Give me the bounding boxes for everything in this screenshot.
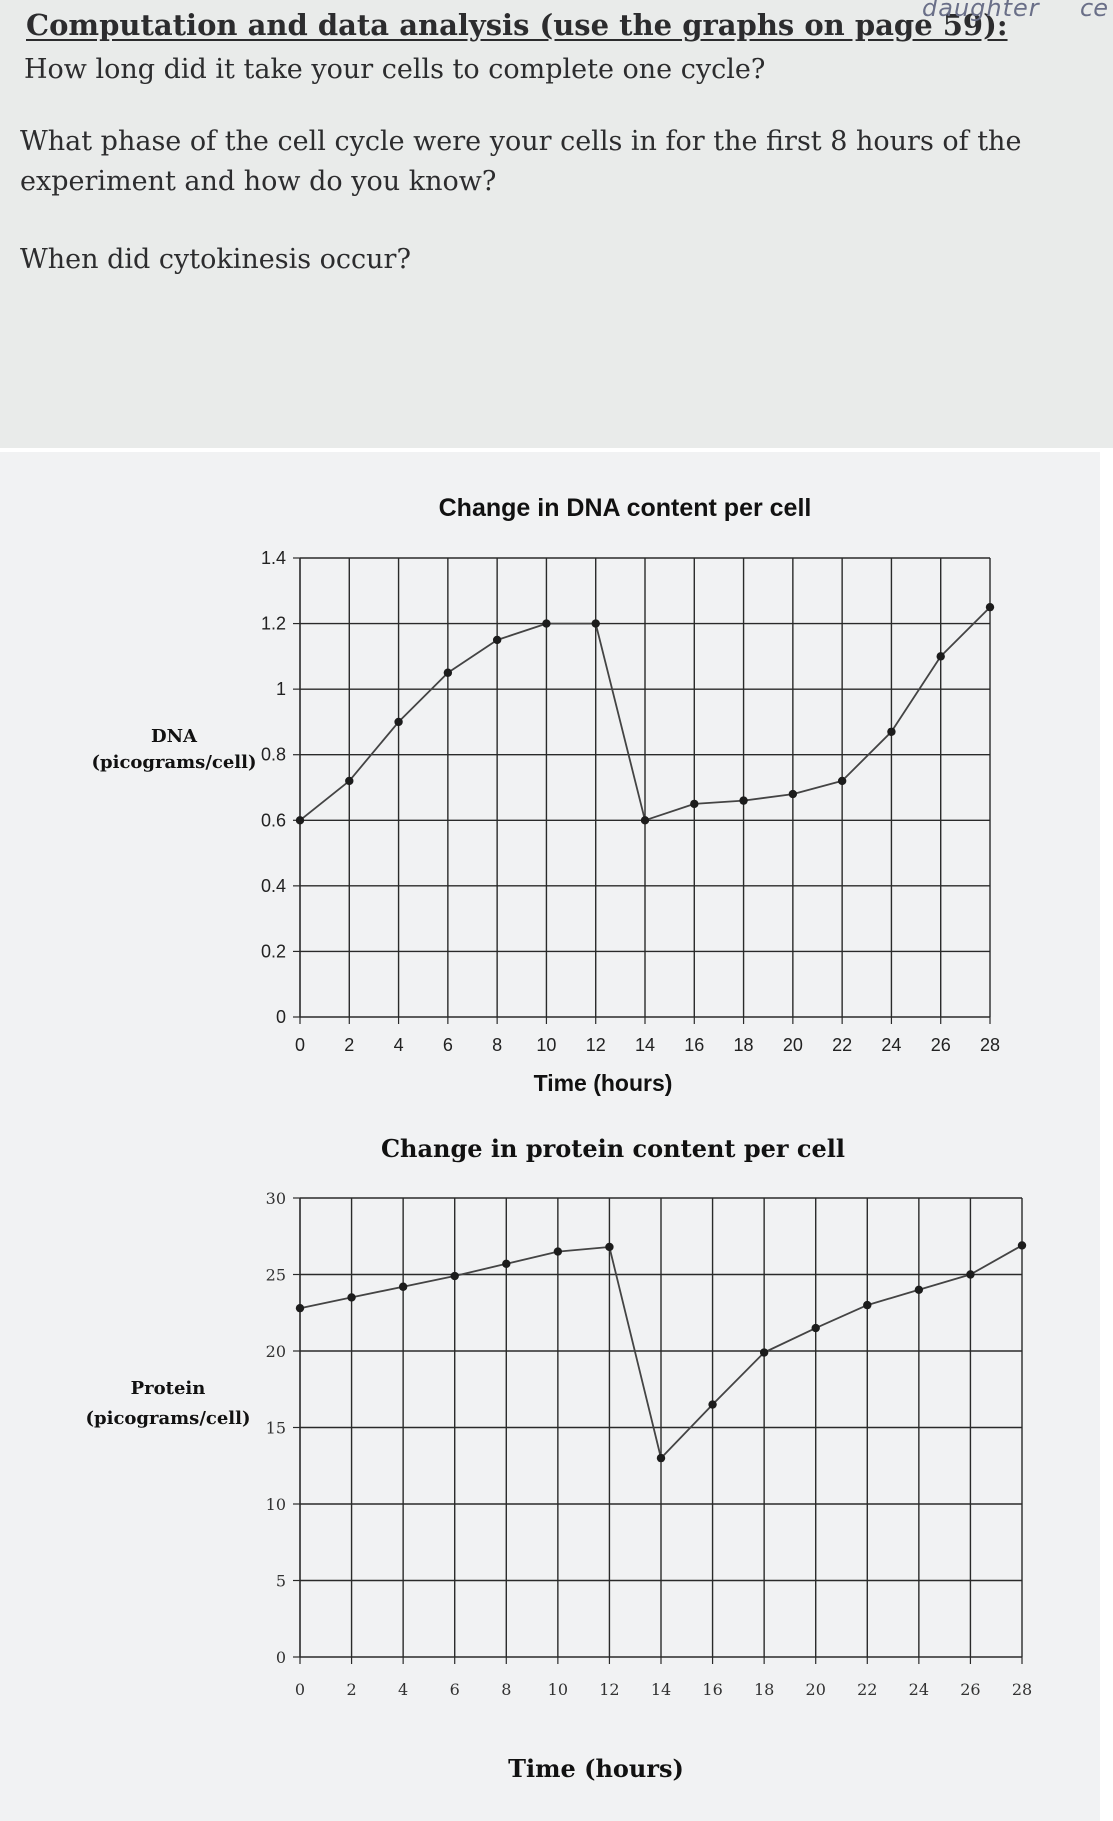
protein-data-point: [966, 1270, 975, 1279]
dna-data-point: [591, 619, 600, 628]
dna-x-tick-label: 16: [684, 1035, 704, 1055]
dna-y-tick-label: 0.2: [261, 941, 286, 961]
dna-data-point: [394, 717, 403, 727]
protein-data-point: [811, 1323, 820, 1333]
dna-x-tick-label: 22: [832, 1035, 852, 1055]
dna-x-tick-label: 18: [734, 1035, 754, 1055]
worksheet-heading: Computation and data analysis (use the g…: [26, 8, 1008, 42]
protein-x-tick-label: 0: [295, 1680, 305, 1699]
protein-data-point: [450, 1271, 459, 1281]
protein-data-point: [553, 1247, 563, 1256]
dna-data-point: [985, 602, 995, 612]
dna-data-point: [443, 668, 453, 677]
protein-x-tick-label: 18: [754, 1680, 774, 1699]
dna-y-tick-label: 0.8: [261, 745, 286, 765]
dna-y-tick-label: 1.2: [261, 614, 286, 634]
dna-x-tick-label: 14: [635, 1035, 655, 1055]
protein-data-point: [863, 1300, 872, 1310]
protein-x-tick-label: 26: [960, 1680, 980, 1699]
dna-x-tick-label: 12: [586, 1035, 606, 1055]
protein-x-tick-label: 4: [398, 1680, 408, 1699]
protein-x-tick-label: 24: [909, 1680, 929, 1699]
dna-y-tick-label: 0: [276, 1007, 286, 1027]
dna-data-point: [345, 776, 354, 786]
dna-data-point: [887, 727, 896, 736]
protein-data-point: [708, 1400, 717, 1409]
protein-x-tick-label: 6: [450, 1680, 460, 1699]
protein-y-tick-label: 15: [266, 1419, 286, 1438]
protein-chart-title: Change in protein content per cell: [381, 1134, 845, 1163]
dna-x-tick-label: 2: [344, 1035, 354, 1055]
dna-x-tick-label: 24: [881, 1035, 901, 1055]
protein-data-point: [605, 1242, 614, 1252]
dna-x-label: Time (hours): [534, 1070, 673, 1096]
protein-x-tick-label: 22: [857, 1680, 877, 1699]
protein-y-tick-label: 0: [276, 1648, 286, 1667]
protein-chart: Change in protein content per cell Prote…: [86, 1134, 1033, 1783]
protein-data-point: [295, 1303, 305, 1313]
dna-x-tick-label: 6: [443, 1035, 453, 1055]
dna-data-point: [788, 789, 798, 799]
textbook-page: [0, 452, 1100, 1821]
dna-data-point: [739, 796, 748, 805]
protein-y-tick-label: 5: [276, 1572, 286, 1591]
protein-x-tick-label: 28: [1012, 1680, 1032, 1699]
dna-data-point: [690, 799, 699, 809]
dna-y-label-line1: DNA: [151, 726, 198, 747]
dna-data-point: [295, 816, 305, 825]
worksheet-sheet: Computation and data analysis (use the g…: [0, 0, 1113, 448]
dna-x-tick-label: 10: [536, 1035, 556, 1055]
dna-data-point: [542, 619, 551, 628]
protein-x-tick-label: 12: [599, 1680, 619, 1699]
protein-x-tick-label: 20: [806, 1680, 826, 1699]
protein-data-point: [502, 1259, 511, 1268]
page-edge: [1100, 452, 1113, 1821]
dna-x-tick-label: 4: [394, 1035, 404, 1055]
question-3: When did cytokinesis occur?: [20, 244, 411, 275]
protein-x-tick-label: 8: [501, 1680, 511, 1699]
protein-data-point: [1017, 1241, 1027, 1250]
dna-y-tick-label: 1: [276, 679, 286, 699]
protein-data-point: [914, 1285, 924, 1294]
dna-x-tick-label: 8: [492, 1035, 502, 1055]
protein-y-tick-label: 10: [266, 1495, 286, 1514]
dna-y-tick-label: 1.4: [261, 548, 286, 568]
protein-data-point: [398, 1282, 408, 1291]
dna-data-point: [837, 776, 847, 786]
protein-x-tick-label: 10: [548, 1680, 568, 1699]
protein-y-label-line1: Protein: [131, 1378, 206, 1399]
dna-y-tick-label: 0.6: [261, 810, 286, 830]
protein-x-tick-label: 16: [702, 1680, 722, 1699]
protein-data-point: [759, 1348, 769, 1357]
dna-x-tick-label: 20: [783, 1035, 803, 1055]
protein-x-tick-label: 14: [651, 1680, 671, 1699]
protein-data-point: [347, 1293, 356, 1302]
handwritten-note: daughter: [922, 0, 1040, 22]
dna-data-point: [936, 652, 945, 661]
protein-y-tick-label: 20: [266, 1342, 286, 1361]
dna-x-tick-label: 0: [295, 1035, 305, 1055]
protein-x-label: Time (hours): [508, 1754, 684, 1783]
question-2: What phase of the cell cycle were your c…: [20, 126, 1022, 197]
handwritten-note-corner: ce: [1080, 0, 1108, 22]
protein-y-tick-label: 30: [266, 1189, 286, 1208]
dna-x-tick-label: 28: [980, 1035, 1000, 1055]
dna-y-tick-label: 0.4: [261, 876, 286, 896]
protein-data-point: [656, 1453, 666, 1463]
protein-x-tick-label: 2: [346, 1680, 356, 1699]
dna-data-point: [492, 635, 502, 645]
protein-y-tick-label: 25: [266, 1266, 286, 1285]
protein-y-label-line2: (picograms/cell): [86, 1408, 251, 1429]
dna-chart: Change in DNA content per cell DNA (pico…: [92, 494, 1001, 1096]
dna-data-point: [640, 816, 650, 825]
dna-y-label-line2: (picograms/cell): [92, 752, 257, 773]
question-1: How long did it take your cells to compl…: [24, 54, 766, 85]
dna-chart-title: Change in DNA content per cell: [439, 494, 812, 522]
dna-x-tick-label: 26: [931, 1035, 951, 1055]
